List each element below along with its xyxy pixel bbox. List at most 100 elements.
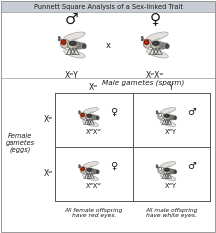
Text: x: x [105,41,111,49]
Circle shape [60,39,69,48]
Ellipse shape [97,170,98,174]
Ellipse shape [89,115,97,120]
Circle shape [79,111,80,112]
Circle shape [59,37,60,38]
Circle shape [159,167,162,171]
Ellipse shape [156,43,167,49]
Ellipse shape [169,116,170,120]
Bar [1,1,215,12]
Ellipse shape [160,174,176,180]
Circle shape [141,37,143,38]
Ellipse shape [83,43,85,49]
Ellipse shape [164,43,166,49]
Ellipse shape [160,161,176,168]
Ellipse shape [174,116,176,120]
Circle shape [81,167,84,171]
Ellipse shape [174,116,176,119]
Ellipse shape [93,170,95,174]
Ellipse shape [73,43,84,49]
Text: XʷXʷ: XʷXʷ [86,183,102,189]
Ellipse shape [83,108,98,114]
Ellipse shape [174,170,176,173]
Ellipse shape [171,170,172,174]
Ellipse shape [166,43,168,49]
Circle shape [79,167,80,168]
Ellipse shape [169,170,170,174]
Ellipse shape [85,114,95,120]
Ellipse shape [146,50,168,58]
Text: ♀: ♀ [110,107,117,117]
Ellipse shape [92,170,93,174]
Circle shape [159,113,162,116]
Ellipse shape [146,32,168,41]
Text: XʷY: XʷY [65,72,79,80]
Ellipse shape [174,170,176,174]
Ellipse shape [160,120,176,127]
Ellipse shape [89,169,97,174]
Ellipse shape [67,41,80,49]
Text: Y: Y [169,82,174,92]
Ellipse shape [150,41,163,49]
Ellipse shape [97,116,98,120]
Ellipse shape [81,43,83,49]
Text: All male offspring
have white eyes.: All male offspring have white eyes. [145,208,197,218]
Text: Punnett Square Analysis of a Sex-linked Trait: Punnett Square Analysis of a Sex-linked … [33,3,183,10]
Circle shape [141,39,143,41]
Ellipse shape [173,116,174,120]
Text: ♂: ♂ [65,11,79,27]
Circle shape [158,113,164,119]
Text: XʷXʷ: XʷXʷ [86,129,102,135]
Circle shape [144,40,149,45]
Text: ♀: ♀ [149,11,160,27]
Text: XʷY: XʷY [165,183,177,189]
Circle shape [80,167,87,173]
Text: ♀: ♀ [110,161,117,171]
Ellipse shape [83,161,98,168]
Circle shape [158,167,164,173]
Text: Xʷ: Xʷ [43,116,52,124]
Ellipse shape [165,114,169,117]
Ellipse shape [70,41,76,45]
Ellipse shape [83,174,98,180]
Ellipse shape [160,108,176,114]
Ellipse shape [85,168,95,174]
Circle shape [79,165,80,166]
Text: ♂: ♂ [187,107,196,117]
Ellipse shape [64,32,85,41]
Text: ♂: ♂ [187,161,196,171]
Text: Xʷ: Xʷ [89,82,98,92]
Ellipse shape [159,43,161,49]
Ellipse shape [171,116,172,120]
Text: Female
gametes
(eggs): Female gametes (eggs) [5,133,35,153]
Ellipse shape [76,43,78,49]
Text: Xʷ: Xʷ [43,169,52,178]
Circle shape [61,40,66,45]
Circle shape [59,39,60,41]
Ellipse shape [78,43,80,49]
Ellipse shape [95,170,96,174]
Ellipse shape [173,170,174,174]
Circle shape [80,113,87,119]
Ellipse shape [152,41,159,45]
Ellipse shape [166,44,169,48]
Circle shape [81,113,84,116]
Ellipse shape [163,168,172,174]
Ellipse shape [161,43,163,49]
Ellipse shape [167,115,175,120]
Ellipse shape [87,168,92,171]
Ellipse shape [87,114,92,117]
Ellipse shape [163,114,172,120]
Ellipse shape [97,170,99,173]
Text: XʷY: XʷY [165,129,177,135]
Ellipse shape [83,44,86,48]
Ellipse shape [64,50,85,58]
Ellipse shape [95,116,96,120]
Ellipse shape [167,169,175,174]
Ellipse shape [83,120,98,127]
Ellipse shape [165,168,169,171]
Circle shape [79,113,80,114]
Text: Male gametes (sperm): Male gametes (sperm) [102,80,184,86]
Ellipse shape [92,116,93,120]
Circle shape [143,39,152,48]
Text: XʷXʷ: XʷXʷ [146,72,164,80]
